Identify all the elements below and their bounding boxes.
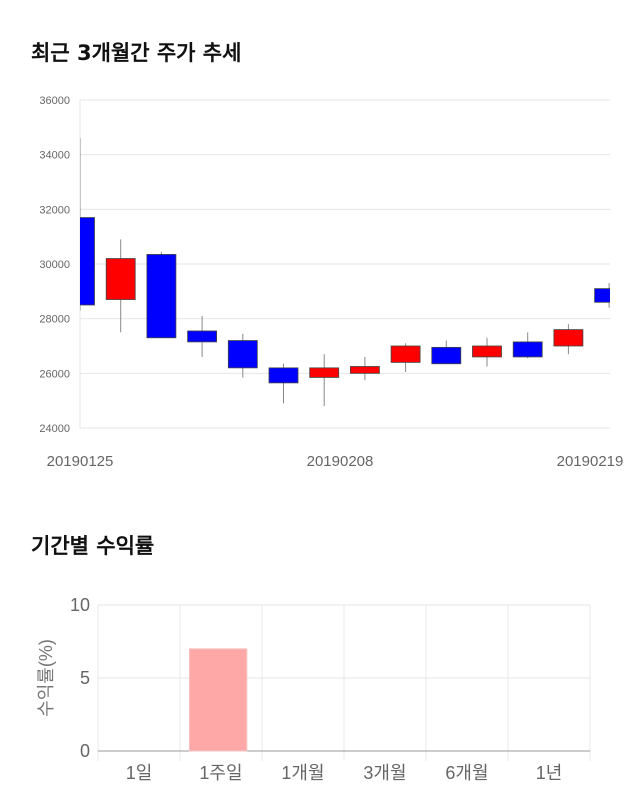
candle-body <box>390 345 421 363</box>
candle-body <box>309 367 340 378</box>
price-candlestick-chart: 24000 26000 28000 30000 32000 34000 36000 20190… <box>39 95 624 470</box>
price-chart-title: 최근 3개월간 주가 추세 <box>31 41 242 65</box>
x-tick-label: 3개월 <box>363 763 406 783</box>
candle-body <box>349 366 380 374</box>
x-tick-label: 1년 <box>536 763 563 783</box>
y-tick-label: 26000 <box>39 368 70 380</box>
x-tick-label: 1주일 <box>199 763 242 783</box>
y-tick-label: 30000 <box>39 259 70 271</box>
y-tick-label: 10 <box>70 595 90 615</box>
x-tick-label: 20190125 <box>47 453 114 470</box>
y-tick-label: 24000 <box>39 423 70 435</box>
candle-body <box>187 330 218 343</box>
candle-body <box>553 329 584 347</box>
returns-chart-title: 기간별 수익률 <box>31 534 155 558</box>
y-tick-label: 36000 <box>39 95 70 107</box>
candle-body <box>80 217 95 306</box>
candle-body <box>512 341 543 358</box>
y-tick-label: 28000 <box>39 314 70 326</box>
candle-body <box>472 345 502 358</box>
x-tick-label: 1일 <box>126 763 153 783</box>
candle-body <box>594 288 610 303</box>
y-axis-title: 수익률(%) <box>36 639 56 717</box>
candle-body <box>227 340 258 369</box>
candles <box>80 138 610 407</box>
return-bar <box>188 648 248 752</box>
candle-body <box>268 367 299 384</box>
x-tick-label: 1개월 <box>281 763 324 783</box>
candle-body <box>146 254 177 339</box>
x-tick-label: 6개월 <box>445 763 488 783</box>
y-tick-label: 32000 <box>39 204 70 216</box>
candle-body <box>105 258 136 300</box>
x-tick-label: 20190219 <box>557 453 624 470</box>
y-tick-label: 0 <box>80 741 90 761</box>
y-tick-label: 34000 <box>39 150 70 162</box>
y-tick-label: 5 <box>80 668 90 688</box>
candle-body <box>431 346 462 365</box>
x-tick-label: 20190208 <box>307 453 374 470</box>
